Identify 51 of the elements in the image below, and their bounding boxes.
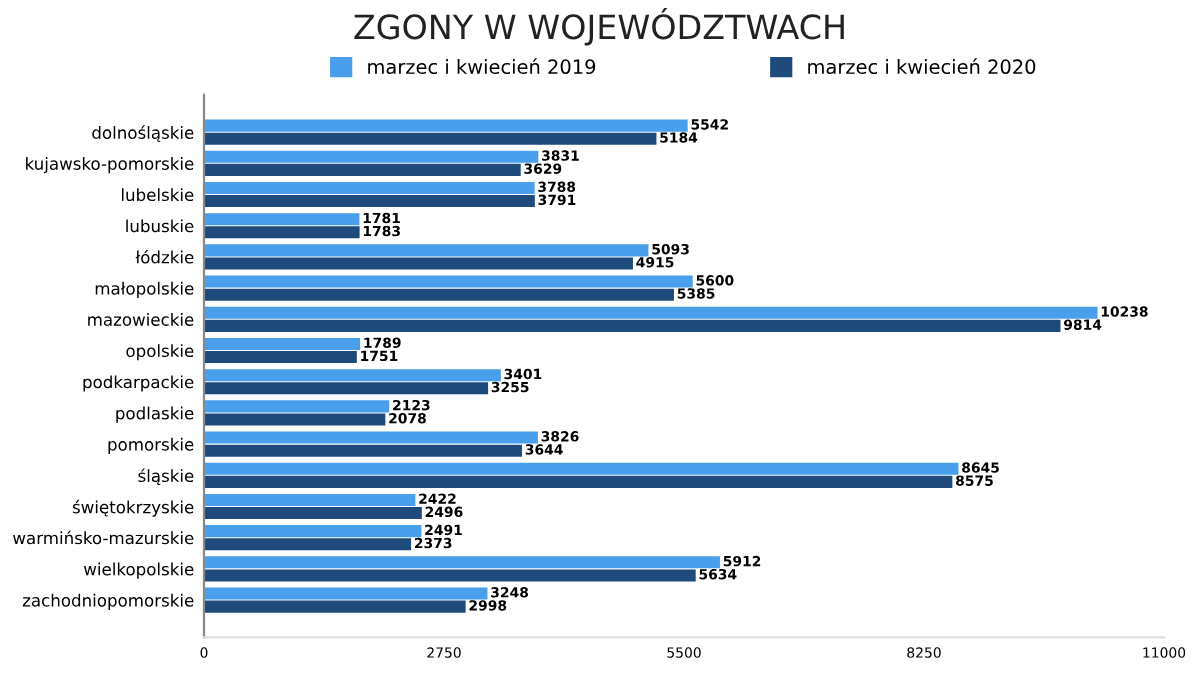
bar [204,163,521,176]
y-tick-label: kujawsko-pomorskie [26,157,194,174]
bar [204,587,488,600]
bar [204,507,422,520]
bar [204,600,466,613]
bar [204,288,674,301]
legend-label: marzec i kwiecień 2019 [368,58,596,75]
y-tick-label: podlaskie [116,406,194,423]
y-tick-label: śląskie [138,468,194,486]
y-tick-label: zachodniopomorskie [22,593,194,610]
bar [204,525,422,538]
bar [204,569,696,582]
bar [204,275,693,288]
bar [204,400,390,413]
y-tick-label: lubuskie [126,219,194,233]
bar [204,556,720,569]
y-tick-label: opolskie [126,344,194,361]
bar [204,413,386,426]
bar [204,431,538,444]
bar [204,351,357,364]
bar [204,132,657,145]
bar [204,181,535,195]
bar [204,195,535,208]
bar [204,337,361,350]
bar [204,226,360,239]
bar [204,213,360,226]
bar [204,319,1061,332]
bar [204,475,953,488]
bar [204,150,539,163]
y-tick-label: małopolskie [95,281,194,298]
bar [204,369,501,382]
y-tick-label: dolnośląskie [92,125,194,142]
chart-title: ZGONY W WOJEWÓDZTWACH [354,8,844,46]
bar [204,257,633,270]
y-tick-label: podkarpackie [83,375,194,392]
bar [204,306,1098,319]
bar [204,444,523,457]
legend-label: marzec i kwiecień 2020 [808,58,1036,75]
bar [204,244,649,257]
y-tick-label: warmińsko-mazurskie [13,530,194,545]
bar [204,462,959,475]
bar [204,538,412,551]
y-tick-label: lubelskie [121,188,194,202]
bar [204,493,416,506]
y-tick-label: łódzkie [135,249,194,264]
bar [204,119,688,132]
y-tick-label: świętokrzyskie [72,499,194,517]
bar [204,382,489,395]
y-tick-label: wielkopolskie [83,562,194,579]
y-tick-label: mazowieckie [88,312,194,326]
y-tick-label: pomorskie [108,437,194,454]
